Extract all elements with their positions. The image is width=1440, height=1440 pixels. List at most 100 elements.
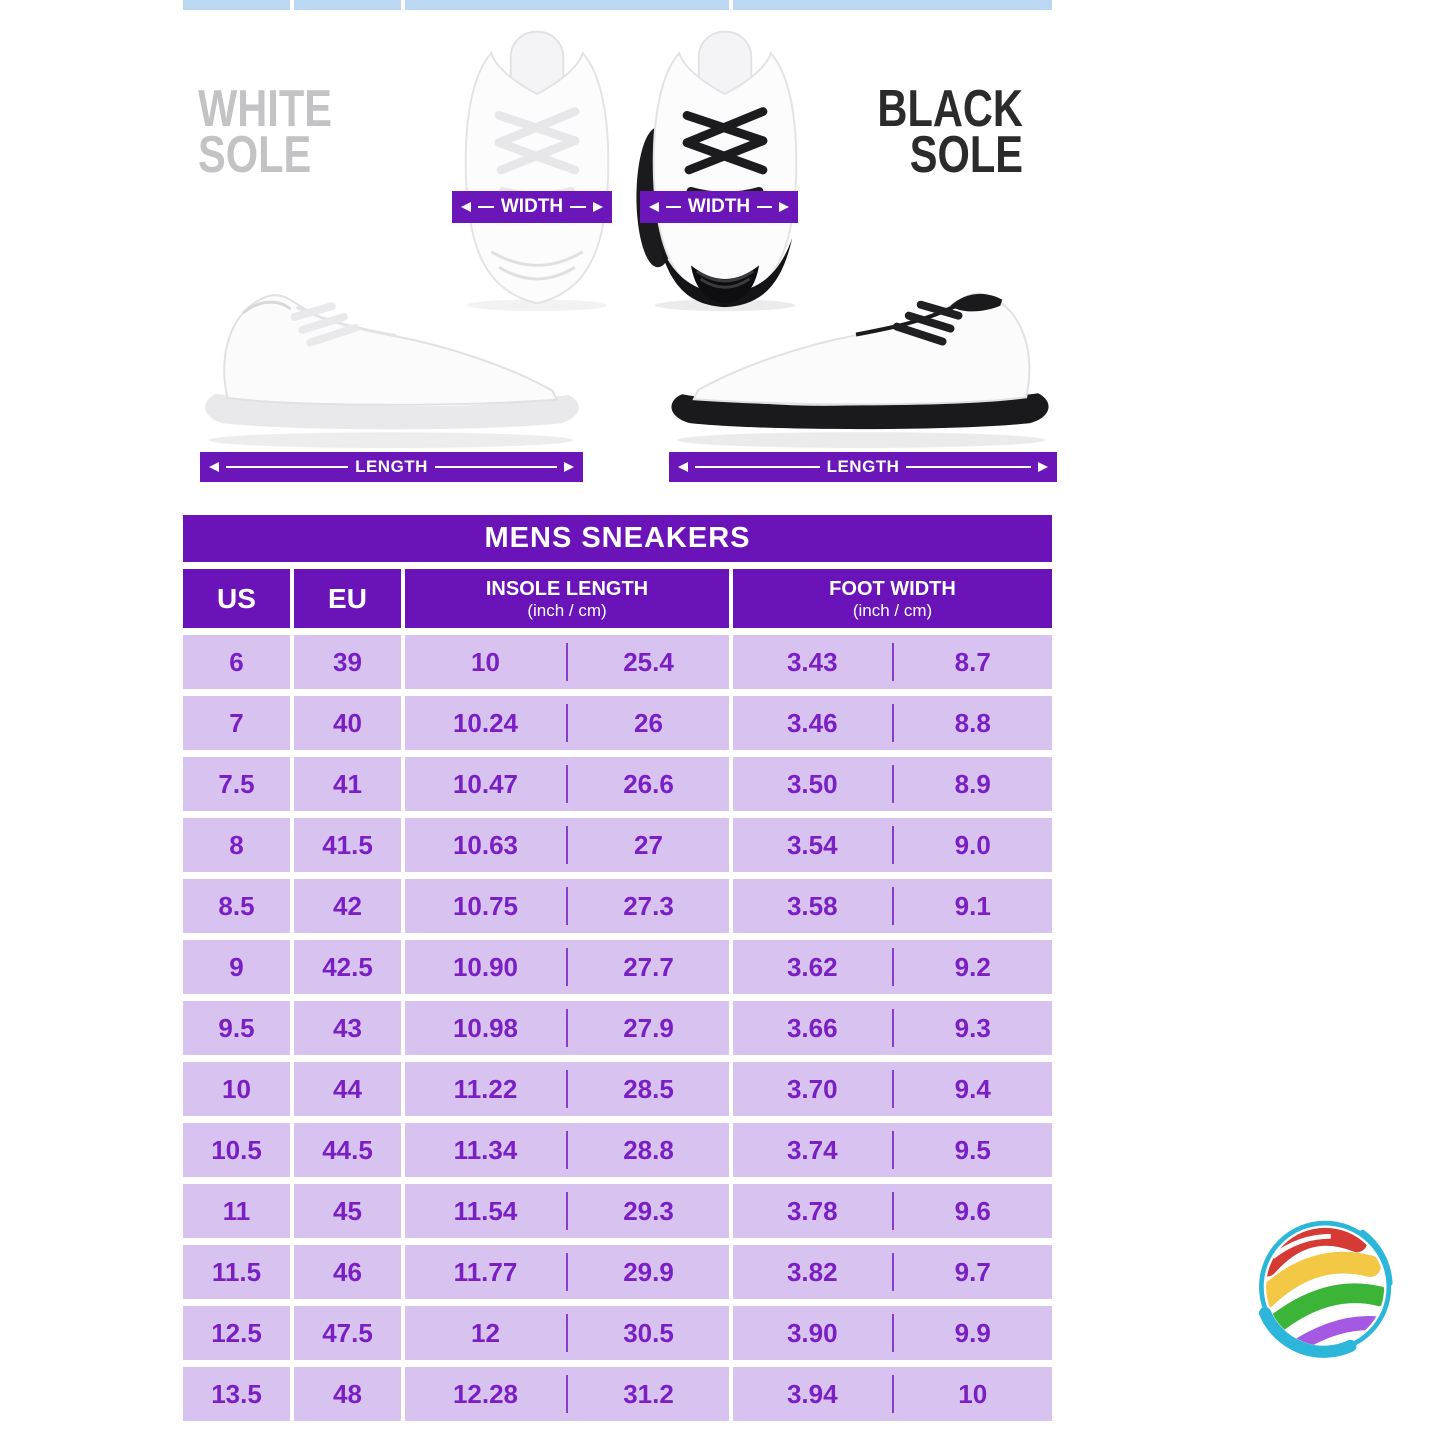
table-row: 9 42.5 10.90 27.7 3.62 9.2 — [183, 940, 1052, 994]
cell-insole-length: 11.34 28.8 — [405, 1123, 729, 1177]
table-title: MENS SNEAKERS — [183, 515, 1052, 562]
cell-foot-width: 3.74 9.5 — [733, 1123, 1052, 1177]
cell-insole-length: 11.77 29.9 — [405, 1245, 729, 1299]
cell-divider — [566, 887, 568, 925]
cell-foot-width: 3.70 9.4 — [733, 1062, 1052, 1116]
cell-eu-size: 42 — [294, 879, 401, 933]
cell-foot-width: 3.78 9.6 — [733, 1184, 1052, 1238]
cell-divider — [566, 704, 568, 742]
cutoff-cell — [183, 0, 290, 10]
cell-us-size: 9.5 — [183, 1001, 290, 1055]
cell-insole-length: 10.47 26.6 — [405, 757, 729, 811]
cell-us-size: 13.5 — [183, 1367, 290, 1421]
cell-divider — [891, 1192, 894, 1230]
black-sole-sneaker-front-photo — [631, 22, 819, 314]
cell-us-size: 11.5 — [183, 1245, 290, 1299]
cell-divider — [566, 1131, 568, 1169]
arrow-line — [226, 466, 349, 468]
white-sole-label: WHITE SOLE — [198, 80, 366, 184]
cell-divider — [891, 1375, 894, 1413]
cell-divider — [891, 704, 894, 742]
cell-divider — [891, 887, 894, 925]
arrow-line — [570, 206, 587, 208]
us-header-label: US — [217, 582, 256, 614]
black-sole-sneaker-side-photo — [662, 248, 1060, 452]
cell-us-size: 6 — [183, 635, 290, 689]
black-sole-label: BLACK SOLE — [841, 83, 1023, 181]
cell-foot-width: 3.90 9.9 — [733, 1306, 1052, 1360]
cell-insole-length: 10 25.4 — [405, 635, 729, 689]
arrow-right-icon — [564, 462, 575, 472]
table-row: 8.5 42 10.75 27.3 3.58 9.1 — [183, 879, 1052, 933]
cell-eu-size: 45 — [294, 1184, 401, 1238]
eu-header-label: EU — [328, 582, 367, 614]
arrow-line — [906, 466, 1032, 468]
table-row: 10 44 11.22 28.5 3.70 9.4 — [183, 1062, 1052, 1116]
foot-width-header-unit: (inch / cm) — [852, 600, 933, 620]
white-sole-line2: SOLE — [198, 126, 312, 184]
cell-divider — [566, 1070, 568, 1108]
cell-divider — [891, 826, 894, 864]
cutoff-cell — [294, 0, 401, 10]
cell-us-size: 10 — [183, 1062, 290, 1116]
table-row: 10.5 44.5 11.34 28.8 3.74 9.5 — [183, 1123, 1052, 1177]
cell-foot-width: 3.94 10 — [733, 1367, 1052, 1421]
cell-divider — [891, 1314, 894, 1352]
cell-us-size: 11 — [183, 1184, 290, 1238]
cutoff-cell — [405, 0, 729, 10]
cell-insole-length: 10.63 27 — [405, 818, 729, 872]
cell-divider — [891, 1009, 894, 1047]
cell-foot-width: 3.43 8.7 — [733, 635, 1052, 689]
cell-us-size: 7 — [183, 696, 290, 750]
cell-insole-length: 11.54 29.3 — [405, 1184, 729, 1238]
table-row: 7 40 10.24 26 3.46 8.8 — [183, 696, 1052, 750]
cell-foot-width: 3.82 9.7 — [733, 1245, 1052, 1299]
previous-table-cutoff-row — [183, 0, 1052, 10]
cell-foot-width: 3.54 9.0 — [733, 818, 1052, 872]
table-row: 7.5 41 10.47 26.6 3.50 8.9 — [183, 757, 1052, 811]
insole-header-label: INSOLE LENGTH — [485, 577, 649, 600]
white-sneaker-side-photo — [192, 250, 590, 452]
column-header-us: US — [183, 569, 290, 628]
cell-eu-size: 41.5 — [294, 818, 401, 872]
arrow-line — [478, 206, 494, 208]
table-row: 6 39 10 25.4 3.43 8.7 — [183, 635, 1052, 689]
insole-header-unit: (inch / cm) — [527, 600, 607, 620]
table-row: 13.5 48 12.28 31.2 3.94 10 — [183, 1367, 1052, 1421]
cell-divider — [566, 1253, 568, 1291]
cell-divider — [891, 1131, 894, 1169]
arrow-line — [434, 466, 558, 468]
cell-divider — [566, 1375, 568, 1413]
white-sole-line1: WHITE — [198, 80, 333, 138]
cell-eu-size: 44.5 — [294, 1123, 401, 1177]
cell-eu-size: 44 — [294, 1062, 401, 1116]
foot-width-header-label: FOOT WIDTH — [829, 577, 956, 600]
width-banner-label: WIDTH — [687, 196, 751, 217]
arrow-left-icon — [209, 462, 219, 472]
cell-divider — [566, 643, 568, 681]
cell-us-size: 9 — [183, 940, 290, 994]
cell-insole-length: 12.28 31.2 — [405, 1367, 729, 1421]
cell-divider — [891, 1070, 894, 1108]
cell-us-size: 8 — [183, 818, 290, 872]
arrow-line — [695, 466, 820, 468]
cell-divider — [566, 1009, 568, 1047]
column-header-foot-width: FOOT WIDTH (inch / cm) — [733, 569, 1052, 628]
cell-divider — [891, 765, 894, 803]
cell-insole-length: 10.24 26 — [405, 696, 729, 750]
arrow-right-icon — [779, 202, 790, 212]
cell-insole-length: 12 30.5 — [405, 1306, 729, 1360]
cell-foot-width: 3.46 8.8 — [733, 696, 1052, 750]
length-banner-label: LENGTH — [355, 457, 428, 476]
table-row: 11.5 46 11.77 29.9 3.82 9.7 — [183, 1245, 1052, 1299]
rainbow-globe-logo — [1252, 1192, 1402, 1378]
arrow-left-icon — [649, 202, 659, 212]
arrow-line — [757, 206, 773, 208]
cell-us-size: 10.5 — [183, 1123, 290, 1177]
cell-eu-size: 43 — [294, 1001, 401, 1055]
table-row: 12.5 47.5 12 30.5 3.90 9.9 — [183, 1306, 1052, 1360]
cell-divider — [566, 1192, 568, 1230]
table-row: 11 45 11.54 29.3 3.78 9.6 — [183, 1184, 1052, 1238]
cell-eu-size: 48 — [294, 1367, 401, 1421]
arrow-right-icon — [1038, 462, 1049, 472]
